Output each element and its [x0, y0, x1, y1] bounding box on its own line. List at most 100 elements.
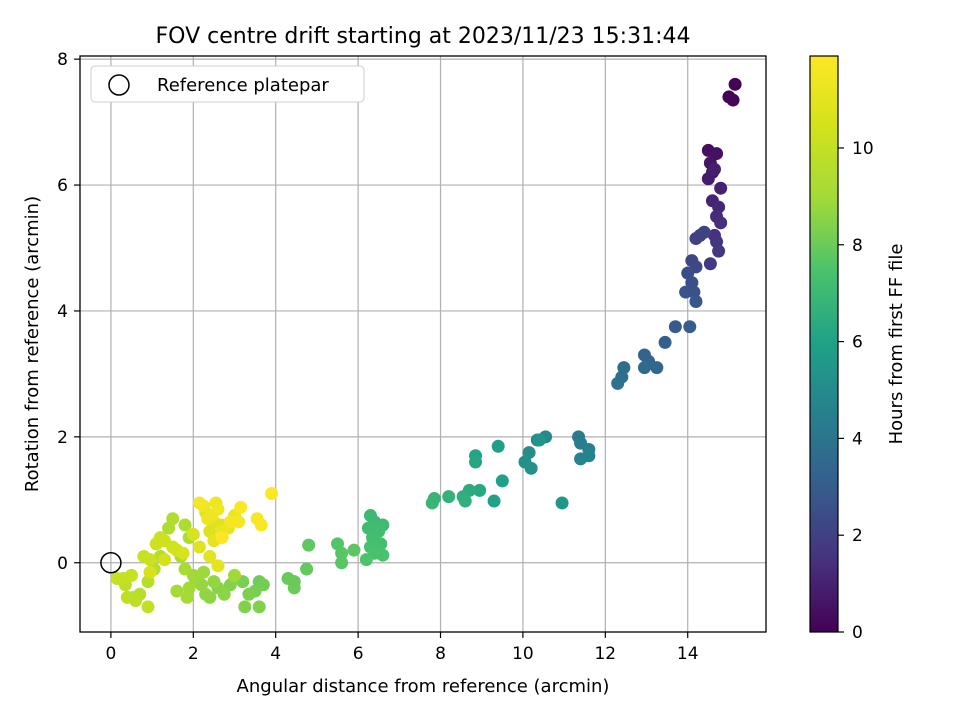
- data-point: [668, 320, 682, 334]
- data-point: [281, 571, 295, 585]
- data-point: [425, 496, 439, 510]
- y-axis-ticks: 0 2 4 6 8: [57, 50, 80, 574]
- x-axis-ticks: 0 2 4 6 8 10 12 14: [105, 632, 699, 664]
- data-point: [302, 538, 316, 552]
- x-tick-label: 10: [512, 644, 534, 664]
- data-point: [524, 461, 538, 475]
- data-point: [726, 93, 740, 107]
- data-point: [703, 257, 717, 271]
- data-point: [232, 515, 246, 529]
- colorbar-tick-label: 6: [852, 333, 863, 353]
- data-point: [238, 600, 252, 614]
- data-point: [265, 487, 279, 501]
- x-tick-label: 8: [435, 644, 446, 664]
- data-point: [487, 494, 501, 508]
- colorbar-tick-label: 8: [852, 236, 863, 256]
- y-tick-label: 4: [57, 302, 68, 322]
- legend: Reference platepar: [90, 65, 365, 103]
- data-point: [143, 553, 157, 567]
- data-point: [110, 571, 124, 585]
- data-point: [143, 565, 157, 579]
- data-point: [252, 600, 266, 614]
- data-point: [376, 548, 390, 562]
- data-point: [679, 285, 693, 299]
- data-point: [359, 553, 373, 567]
- data-point: [170, 584, 184, 598]
- chart-title: FOV centre drift starting at 2023/11/23 …: [156, 24, 691, 49]
- x-tick-label: 2: [188, 644, 199, 664]
- data-point: [707, 162, 721, 176]
- data-point: [442, 490, 456, 504]
- data-point: [714, 181, 728, 195]
- data-point: [710, 147, 724, 161]
- data-point: [120, 590, 134, 604]
- data-point: [728, 77, 742, 91]
- data-point: [192, 496, 206, 510]
- data-point: [611, 376, 625, 390]
- data-point: [211, 502, 225, 516]
- data-point: [125, 568, 139, 582]
- data-point: [689, 295, 703, 309]
- colorbar-ticks: 0 2 4 6 8 10: [838, 139, 874, 643]
- data-point: [683, 320, 697, 334]
- colorbar-tick-label: 0: [852, 623, 863, 643]
- colorbar-tick-label: 10: [852, 139, 874, 159]
- data-point: [211, 559, 225, 573]
- y-tick-label: 6: [57, 176, 68, 196]
- plot-frame: [79, 55, 767, 633]
- y-tick-label: 2: [57, 428, 68, 448]
- data-point: [458, 494, 472, 508]
- x-tick-label: 6: [353, 644, 364, 664]
- x-axis-label: Angular distance from reference (arcmin): [237, 676, 610, 697]
- x-tick-label: 14: [677, 644, 699, 664]
- reference-platepar-marker: [100, 552, 122, 574]
- data-point: [697, 225, 711, 239]
- data-point: [491, 439, 505, 453]
- x-tick-label: 12: [594, 644, 616, 664]
- colorbar-tick-label: 2: [852, 526, 863, 546]
- data-point: [166, 512, 180, 526]
- y-tick-label: 8: [57, 50, 68, 70]
- data-point: [300, 562, 314, 576]
- data-point: [714, 216, 728, 230]
- data-point: [217, 587, 231, 601]
- data-point: [574, 452, 588, 466]
- data-point: [335, 546, 349, 560]
- data-point: [287, 581, 301, 595]
- data-point: [637, 361, 651, 375]
- data-point: [335, 556, 349, 570]
- y-axis-label: Rotation from reference (arcmin): [22, 196, 43, 492]
- x-tick-label: 4: [270, 644, 281, 664]
- data-point: [712, 244, 726, 258]
- reference-layer: [100, 552, 122, 574]
- data-point: [192, 540, 206, 554]
- data-point: [532, 433, 546, 447]
- data-point: [203, 549, 217, 563]
- data-point: [178, 562, 192, 576]
- data-point: [650, 361, 664, 375]
- colorbar-gradient: [809, 55, 839, 633]
- legend-label-reference: Reference platepar: [157, 75, 329, 96]
- legend-reference-marker: [108, 74, 130, 96]
- data-point: [149, 537, 163, 551]
- data-point: [180, 590, 194, 604]
- y-tick-label: 0: [57, 554, 68, 574]
- data-point: [157, 553, 171, 567]
- data-point: [234, 500, 248, 514]
- data-point: [495, 474, 509, 488]
- data-point: [207, 575, 221, 589]
- data-point: [555, 496, 569, 510]
- data-point: [242, 587, 256, 601]
- data-point: [701, 172, 715, 186]
- grid-lines: [80, 56, 766, 632]
- data-point: [347, 543, 361, 557]
- data-point: [228, 568, 242, 582]
- data-point: [186, 527, 200, 541]
- data-point: [215, 531, 229, 545]
- data-point: [473, 483, 487, 497]
- colorbar-label: Hours from first FF file: [886, 244, 907, 445]
- legend-box: [90, 65, 365, 103]
- data-point: [141, 600, 155, 614]
- colorbar-tick-label: 4: [852, 429, 863, 449]
